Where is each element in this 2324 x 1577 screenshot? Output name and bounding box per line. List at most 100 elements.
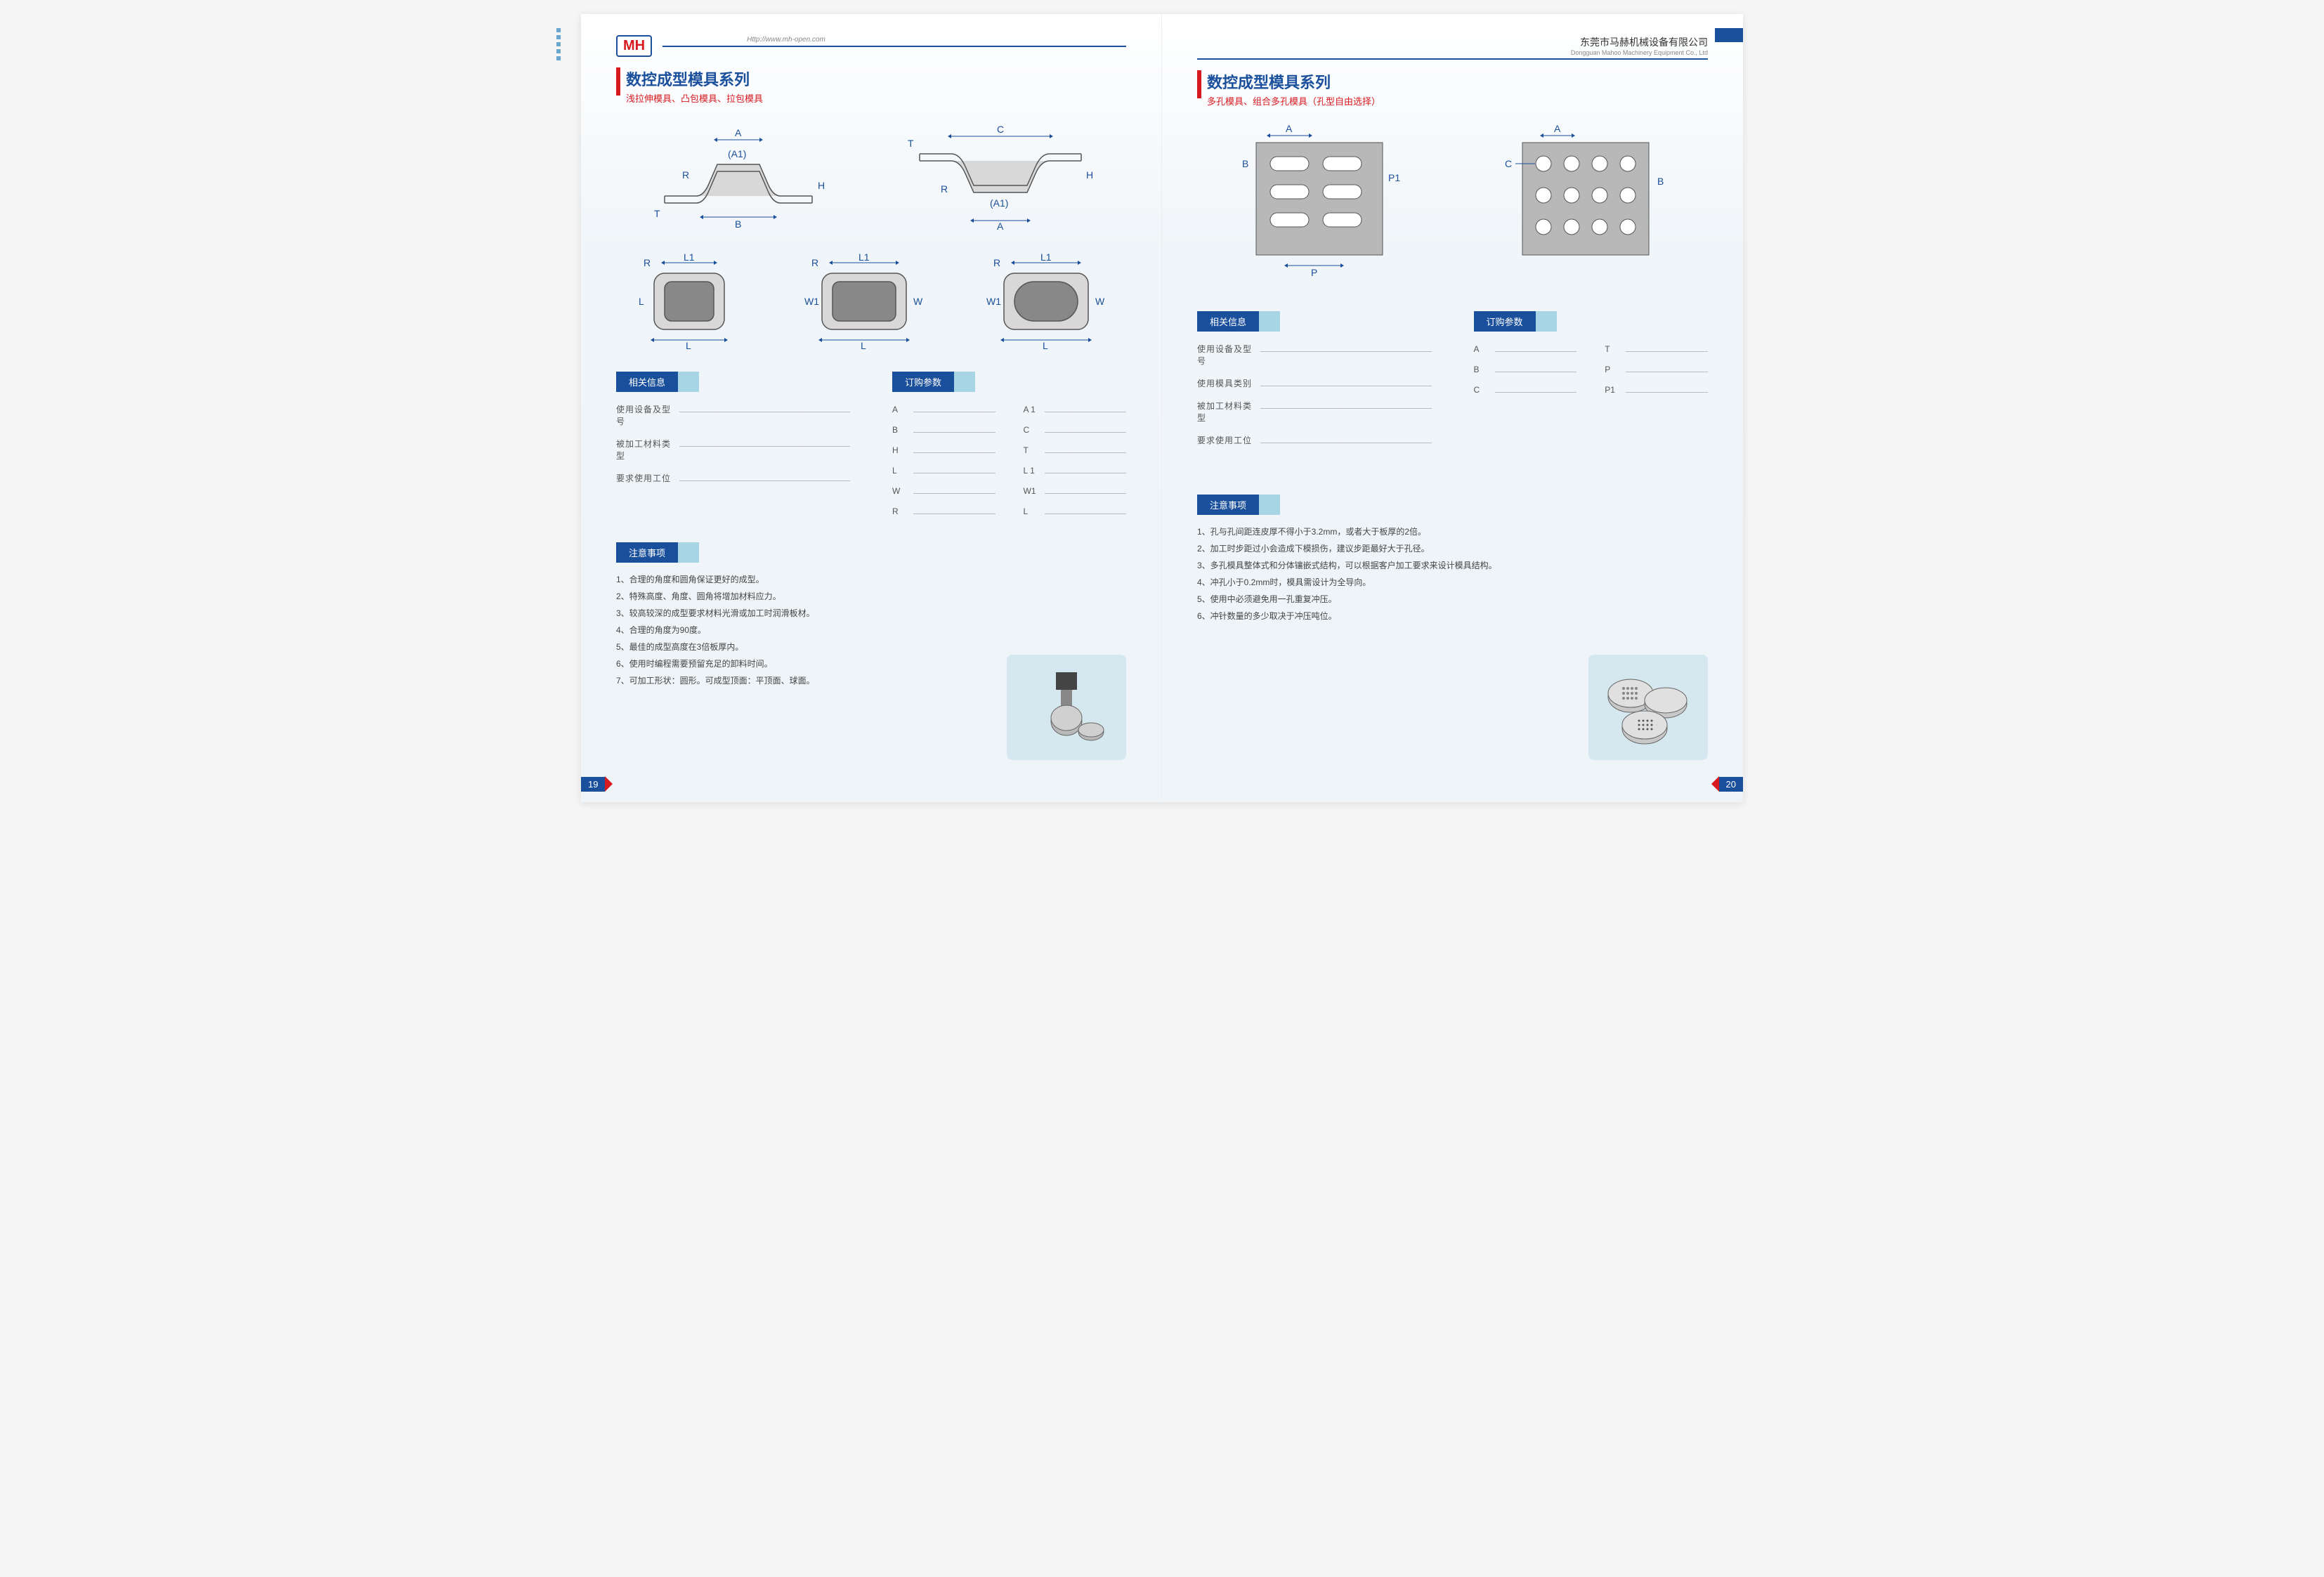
diagram-trapezoid-2: C T R (A1) A H	[902, 119, 1099, 231]
form-line: 要求使用工位	[616, 471, 850, 484]
page-number-right: 20	[1711, 776, 1743, 792]
logo: MH	[616, 35, 652, 57]
section-title-right: 数控成型模具系列 多孔模具、组合多孔模具（孔型自由选择）	[1197, 70, 1708, 107]
note-item: 1、孔与孔间距连皮厚不得小于3.2mm，或者大于板厚的2倍。	[1197, 523, 1520, 540]
param-list-2: A 1 CT L 1 W1 L	[1024, 403, 1127, 525]
info-row-left: 相关信息 使用设备及型号 被加工材料类型 要求使用工位 订购参数 ABHLWR …	[616, 372, 1126, 525]
red-bar	[1197, 70, 1201, 98]
param-label: H	[892, 445, 913, 455]
info-col: 相关信息 使用设备及型号 使用模具类别 被加工材料类型 要求使用工位	[1197, 311, 1432, 456]
param-label: A	[1474, 344, 1495, 354]
param-line: P1	[1605, 383, 1708, 395]
param-col: 订购参数 A B C TPP1	[1474, 311, 1709, 456]
svg-text:A: A	[1554, 123, 1561, 134]
svg-text:A: A	[1286, 123, 1293, 134]
param-line: A 1	[1024, 403, 1127, 414]
param-label: L	[1024, 506, 1045, 516]
title-main: 数控成型模具系列	[626, 67, 763, 90]
svg-text:A: A	[735, 127, 742, 138]
param-line: B	[1474, 362, 1577, 374]
param-header: 订购参数	[892, 372, 975, 392]
svg-text:H: H	[818, 180, 825, 191]
note-item: 5、使用中必须避免用一孔重复冲压。	[1197, 591, 1520, 608]
note-item: 7、可加工形状：圆形。可成型顶面：平顶面、球面。	[616, 672, 876, 689]
right-page: 东莞市马赫机械设备有限公司 Dongguan Mahoo Machinery E…	[1162, 14, 1743, 802]
param-line: C	[1024, 423, 1127, 435]
param-line: L	[892, 464, 995, 476]
header-right: 东莞市马赫机械设备有限公司 Dongguan Mahoo Machinery E…	[1197, 35, 1708, 60]
note-item: 3、多孔模具整体式和分体镶嵌式结构，可以根据客户加工要求来设计模具结构。	[1197, 557, 1520, 574]
param-label: B	[1474, 365, 1495, 374]
param-label: C	[1024, 425, 1045, 435]
svg-text:T: T	[654, 208, 660, 219]
svg-text:A: A	[997, 221, 1004, 231]
info-header: 相关信息	[616, 372, 699, 392]
param-line: A	[892, 403, 995, 414]
diagram-slots: A B P1 P	[1228, 122, 1411, 283]
param-label: C	[1474, 385, 1495, 395]
note-item: 5、最佳的成型高度在3倍板厚内。	[616, 639, 876, 655]
param-label: P1	[1605, 385, 1626, 395]
param-label: A	[892, 405, 913, 414]
edge-decoration	[556, 28, 561, 60]
svg-text:R: R	[682, 169, 689, 181]
param-list-1: ABHLWR	[892, 403, 995, 525]
notes-header: 注意事项	[1197, 495, 1280, 515]
param-label: T	[1024, 445, 1045, 455]
company-name-en: Dongguan Mahoo Machinery Equipment Co., …	[1197, 49, 1708, 56]
section-title-left: 数控成型模具系列 浅拉伸模具、凸包模具、拉包模具	[616, 67, 1126, 105]
svg-text:C: C	[1505, 158, 1512, 169]
svg-text:L: L	[639, 296, 644, 307]
info-header: 相关信息	[1197, 311, 1280, 332]
param-line: C	[1474, 383, 1577, 395]
param-line: T	[1605, 342, 1708, 354]
param-line: T	[1024, 443, 1127, 455]
param-label: L	[892, 466, 913, 476]
page-spread: MH Http://www.mh-open.com 数控成型模具系列 浅拉伸模具…	[581, 14, 1743, 802]
param-label: W1	[1024, 486, 1045, 496]
notes-list-right: 1、孔与孔间距连皮厚不得小于3.2mm，或者大于板厚的2倍。2、加工时步距过小会…	[1197, 523, 1520, 624]
svg-text:C: C	[997, 124, 1004, 135]
param-line: A	[1474, 342, 1577, 354]
notes-header: 注意事项	[616, 542, 699, 563]
param-label: A 1	[1024, 405, 1045, 414]
svg-text:T: T	[908, 138, 914, 149]
svg-text:(A1): (A1)	[728, 148, 746, 159]
svg-text:L: L	[1043, 340, 1048, 351]
header-line	[662, 46, 1126, 47]
note-item: 4、冲孔小于0.2mm时，模具需设计为全导向。	[1197, 574, 1520, 591]
note-item: 6、冲针数量的多少取决于冲压吨位。	[1197, 608, 1520, 624]
param-label: W	[892, 486, 913, 496]
form-line: 被加工材料类型	[1197, 399, 1432, 424]
param-label: T	[1605, 344, 1626, 354]
svg-text:L1: L1	[684, 252, 695, 263]
diagram-square: R L1 L L	[633, 252, 745, 351]
diagrams-right: A B P1 P A C B	[1197, 122, 1708, 283]
svg-text:W: W	[1095, 296, 1105, 307]
svg-text:B: B	[1242, 158, 1248, 169]
url-text: Http://www.mh-open.com	[747, 36, 825, 44]
param-line: W	[892, 484, 995, 496]
param-line: L 1	[1024, 464, 1127, 476]
info-col: 相关信息 使用设备及型号 被加工材料类型 要求使用工位	[616, 372, 850, 525]
param-list-2: TPP1	[1605, 342, 1708, 403]
svg-text:R: R	[993, 257, 1000, 268]
svg-text:R: R	[811, 257, 818, 268]
notes-list-left: 1、合理的角度和圆角保证更好的成型。2、特殊高度、角度、圆角将增加材料应力。3、…	[616, 571, 876, 689]
title-main: 数控成型模具系列	[1207, 70, 1380, 93]
diagram-holes: A C B	[1494, 122, 1677, 283]
param-header: 订购参数	[1474, 311, 1557, 332]
diagram-trapezoid-1: A (A1) R B T H	[644, 119, 826, 231]
svg-text:B: B	[1657, 176, 1664, 187]
red-bar	[616, 67, 620, 96]
diagrams-top: A (A1) R B T H C T R (A1)	[616, 119, 1126, 231]
svg-text:W1: W1	[804, 296, 819, 307]
form-line: 被加工材料类型	[616, 437, 850, 462]
param-label: B	[892, 425, 913, 435]
svg-text:R: R	[644, 257, 651, 268]
diagram-rect: R L1 W1 W L	[801, 252, 927, 351]
param-line: B	[892, 423, 995, 435]
svg-text:(A1): (A1)	[990, 197, 1008, 209]
svg-text:P: P	[1311, 267, 1317, 278]
form-line: 使用设备及型号	[616, 403, 850, 427]
